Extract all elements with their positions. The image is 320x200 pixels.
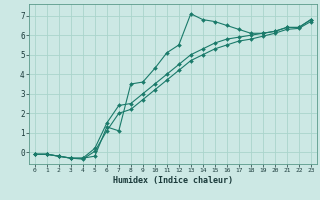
X-axis label: Humidex (Indice chaleur): Humidex (Indice chaleur)	[113, 176, 233, 185]
